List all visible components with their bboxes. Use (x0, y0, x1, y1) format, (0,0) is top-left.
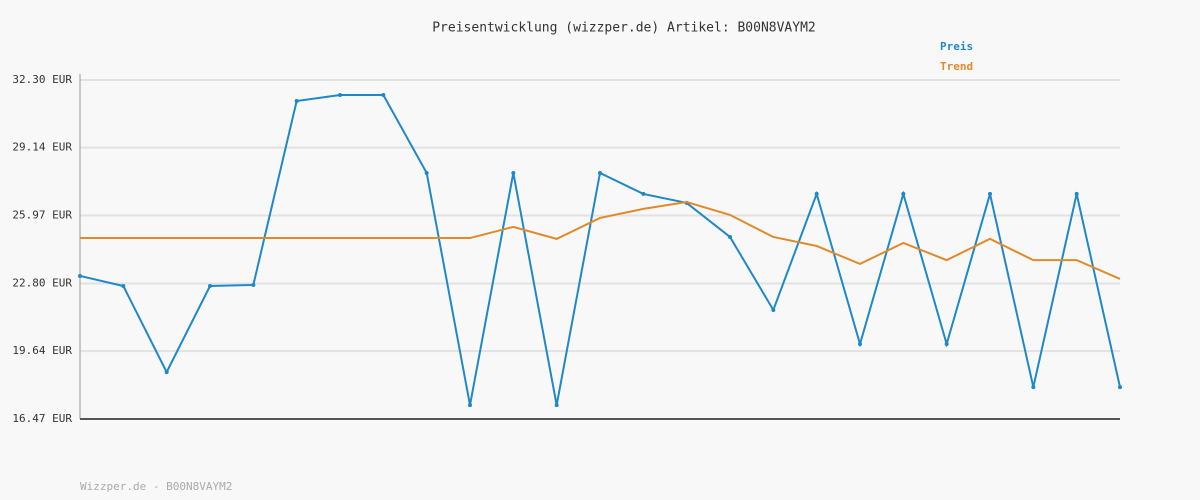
point (641, 191, 646, 196)
point (251, 282, 256, 287)
point (944, 342, 949, 347)
legend-entry: Preis (940, 40, 973, 53)
point (814, 191, 819, 196)
chart-title: Preisentwicklung (wizzper.de) Artikel: B… (432, 21, 816, 36)
legend-entry: Trend (940, 60, 973, 73)
point (858, 342, 862, 347)
point (1031, 385, 1036, 390)
point (554, 403, 559, 408)
y-tick-label: 16.47 EUR (12, 412, 72, 425)
y-tick-label: 19.64 EUR (12, 344, 72, 357)
point (164, 370, 169, 375)
point (294, 98, 299, 103)
point (1074, 191, 1079, 196)
point (78, 273, 82, 278)
y-tick-label: 25.97 EUR (12, 209, 72, 222)
point (988, 191, 992, 196)
y-tick-label: 32.30 EUR (12, 73, 72, 86)
footer: Wizzper.de - B00N8VAYM2 (80, 480, 232, 493)
point (338, 92, 342, 97)
point (468, 403, 472, 408)
y-tick-label: 29.14 EUR (12, 141, 72, 154)
point (381, 92, 386, 97)
point (511, 170, 516, 175)
point (121, 284, 126, 289)
point (1118, 385, 1122, 390)
series-line (80, 201, 1121, 280)
point (598, 170, 602, 175)
point (208, 284, 212, 289)
series-line (79, 93, 1121, 406)
point (424, 170, 429, 175)
point (901, 191, 906, 196)
y-tick-label: 22.80 EUR (12, 276, 72, 289)
point (728, 234, 732, 239)
point (771, 307, 776, 312)
